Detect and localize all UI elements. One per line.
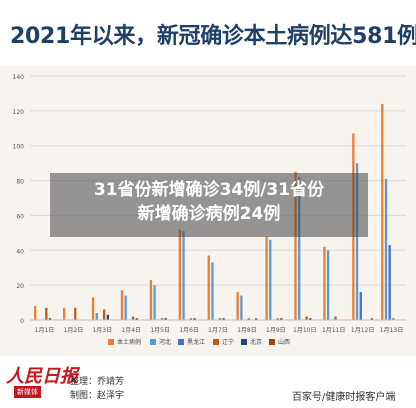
- bar: [236, 292, 239, 320]
- news-overlay-banner: [50, 173, 368, 237]
- bar: [294, 171, 297, 320]
- bar: [326, 250, 330, 320]
- bar: [211, 262, 214, 320]
- bar: [120, 290, 124, 320]
- bar: [95, 313, 98, 320]
- bar: [149, 279, 153, 320]
- bar: [189, 318, 193, 320]
- bar: [265, 236, 268, 320]
- bar: [298, 177, 301, 320]
- bar: [131, 316, 135, 320]
- x-tick-label: 1月7日: [208, 327, 228, 334]
- header: 2021年以来，新冠确诊本土病例达581例: [0, 0, 416, 66]
- bar: [323, 246, 326, 320]
- legend-label: 黑龙江: [187, 338, 205, 346]
- bar: [74, 307, 77, 320]
- bar: [370, 318, 374, 320]
- x-tick-label: 1月3日: [92, 327, 112, 334]
- bar: [355, 163, 359, 320]
- y-tick-label: 20: [16, 283, 24, 290]
- bar: [334, 316, 337, 320]
- logo: 人民日报: [6, 366, 78, 387]
- bar: [359, 292, 362, 320]
- bar: [276, 318, 279, 320]
- bar: [280, 318, 283, 320]
- bar: [45, 307, 48, 320]
- bar: [103, 309, 106, 320]
- y-tick-label: 80: [16, 179, 24, 186]
- bar: [106, 314, 110, 320]
- bar: [384, 178, 388, 320]
- bar: [193, 318, 196, 320]
- bar: [164, 318, 167, 320]
- bar: [153, 285, 156, 320]
- legend-swatch: [150, 339, 156, 345]
- bar: [388, 245, 391, 320]
- bar: [124, 295, 127, 320]
- news-overlay-text: 31省份新增确诊34例/31省份 新增确诊病例24例: [54, 178, 364, 226]
- legend-swatch: [241, 339, 247, 345]
- legend-label: 河北: [159, 338, 171, 346]
- bar: [309, 318, 312, 320]
- legend-label: 本土病例: [117, 338, 141, 346]
- x-tick-label: 1月2日: [64, 327, 84, 334]
- editor-credit: 整理：乔靖芳: [70, 377, 125, 387]
- overlay-line-1: 31省份新增确诊34例/31省份: [93, 180, 325, 200]
- x-tick-label: 1月1日: [35, 327, 55, 334]
- y-tick-label: 140: [13, 74, 25, 81]
- x-tick-label: 1月9日: [266, 327, 286, 334]
- bar: [91, 297, 95, 320]
- bar: [305, 316, 308, 320]
- bar: [48, 318, 52, 320]
- x-tick-label: 1月4日: [121, 327, 141, 334]
- bar: [34, 306, 37, 320]
- overlay-line-2: 新增确诊病例24例: [137, 204, 281, 224]
- bar: [222, 318, 225, 320]
- y-tick-label: 120: [13, 109, 25, 116]
- bar: [207, 255, 210, 320]
- bar: [255, 318, 258, 320]
- chart-title: 2021年以来，新冠确诊本土病例达581例: [10, 24, 416, 49]
- x-tick-label: 1月10日: [293, 327, 316, 334]
- x-tick-label: 1月12日: [351, 327, 374, 334]
- bar-chart: 0 20 40 60 80 100 120 140 1月1日 1月2日 1月3日 1月4日 1月5日 1月…: [13, 74, 406, 346]
- bar: [381, 103, 384, 320]
- legend-swatch: [108, 339, 114, 345]
- legend-swatch: [213, 339, 219, 345]
- source-credit: 百家号/健康时报客户端: [292, 392, 396, 403]
- bar: [240, 295, 243, 320]
- legend-label: 辽宁: [222, 338, 234, 346]
- x-tick-label: 1月13日: [380, 327, 403, 334]
- designer-credit: 制图：赵泽宇: [70, 391, 125, 401]
- y-tick-label: 100: [13, 144, 25, 151]
- y-tick-label: 60: [16, 213, 24, 220]
- footer: [0, 356, 416, 408]
- legend-label: 北京: [250, 338, 262, 346]
- y-tick-label: 40: [16, 248, 24, 255]
- x-tick-label: 1月6日: [179, 327, 199, 334]
- bar: [218, 318, 221, 320]
- y-tick-label: 0: [20, 318, 24, 325]
- x-tick-label: 1月5日: [150, 327, 170, 334]
- legend-swatch: [269, 339, 275, 345]
- bar: [160, 318, 164, 320]
- bar: [62, 307, 66, 320]
- bar: [182, 231, 185, 320]
- logo-subtitle: 新媒体: [14, 386, 41, 398]
- bar: [135, 318, 138, 320]
- bar: [247, 318, 250, 320]
- bar: [392, 318, 395, 320]
- x-tick-label: 1月11日: [322, 327, 345, 334]
- x-tick-label: 1月8日: [237, 327, 257, 334]
- bar: [269, 239, 272, 320]
- legend-label: 山西: [278, 338, 290, 346]
- bar: [178, 229, 181, 320]
- legend-swatch: [178, 339, 184, 345]
